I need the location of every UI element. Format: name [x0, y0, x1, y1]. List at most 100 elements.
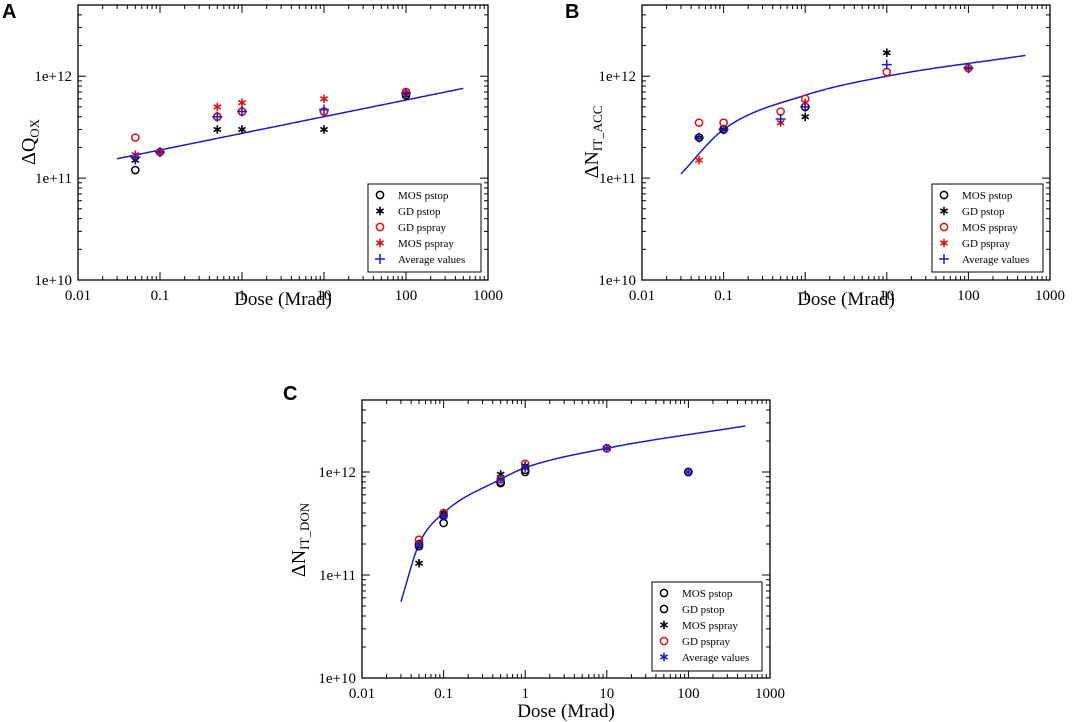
marker-average-values [155, 147, 165, 158]
marker-average-values [130, 152, 141, 163]
marker-average-values [237, 106, 247, 117]
legend-item: GD pstop [375, 206, 441, 218]
legend-marker [659, 652, 669, 662]
y-axis-label-sub: IT_ACC [590, 106, 605, 152]
y-tick-label: 1e+11 [35, 171, 72, 187]
y-axis-label-main: ΔQ [18, 137, 40, 165]
legend-label: MOS pspray [962, 222, 1018, 234]
legend-item: GD pspray [939, 238, 1010, 250]
marker-gd-pstop [801, 112, 810, 121]
legend-label: Average values [682, 652, 749, 664]
y-tick-label: 1e+12 [598, 69, 636, 85]
marker-average-values [212, 111, 223, 122]
legend-item: Average values [659, 652, 749, 664]
legend-label: GD pspray [962, 238, 1010, 250]
marker-mos-pstop [130, 165, 140, 175]
panel-c: C 0.01 0.1 1 10 100 1000 1e+10 1e+11 1e+12 Dose… [283, 383, 785, 722]
x-axis-label: Dose (Mrad) [517, 701, 615, 722]
legend-marker [939, 206, 949, 216]
legend-item: MOS pstop [939, 190, 1013, 202]
marker-average-values [602, 444, 611, 453]
legend-item: MOS pspray [659, 620, 738, 632]
legend-marker [375, 238, 385, 248]
legend-item: GD pspray [659, 636, 730, 648]
x-tick-labels: 0.01 0.1 1 10 100 1000 [65, 288, 503, 304]
y-tick-label: 1e+10 [34, 273, 72, 289]
legend-marker [659, 604, 669, 614]
panel-b: B 0.01 0.1 1 10 100 1000 1e+10 1e+11 1e+12 Dose… [565, 1, 1065, 310]
marker-mos-pspray [237, 98, 247, 107]
marker-average-values [684, 467, 693, 477]
y-tick-label: 1e+11 [599, 171, 636, 187]
marker-gd-pspray [694, 155, 704, 165]
legend-label: GD pstop [962, 206, 1005, 218]
legend-label: GD pspray [398, 222, 446, 234]
marker-average-values [800, 101, 811, 112]
legend-item: Average values [375, 254, 465, 266]
legend-label: Average values [398, 254, 465, 266]
y-tick-label: 1e+12 [34, 69, 72, 85]
marker-average-values [718, 124, 729, 135]
x-tick-label: 1000 [1035, 288, 1065, 304]
legend-marker [939, 254, 949, 264]
legend-item: Average values [939, 254, 1029, 266]
legend: MOS pstop GD pstop MOS pspray GD pspray Aver… [931, 183, 1044, 273]
x-tick-label: 1 [521, 686, 529, 702]
plot-area [641, 4, 1051, 281]
legend-label: MOS pstop [962, 190, 1013, 202]
plot-area [361, 399, 771, 679]
x-tick-label: 0.01 [65, 288, 91, 304]
marker-gd-pstop [882, 48, 891, 57]
data-markers [130, 87, 411, 175]
y-tick-label: 1e+10 [318, 671, 356, 687]
x-tick-label: 100 [677, 686, 700, 702]
legend-marker [939, 222, 949, 232]
legend-box [367, 183, 482, 273]
plot-area [77, 4, 489, 281]
legend-marker [659, 588, 669, 598]
legend: MOS pstop GD pstop GD pspray MOS pspray Aver… [367, 183, 482, 273]
panel-letter: A [2, 1, 16, 23]
x-tick-labels: 0.01 0.1 1 10 100 1000 [629, 288, 1065, 304]
legend-marker [659, 620, 669, 630]
y-axis-label: ΔQOX [18, 118, 42, 165]
marker-average-values [963, 63, 974, 74]
legend: MOS pstop GD pstop MOS pspray GD pspray Aver… [651, 581, 763, 672]
legend-marker [659, 636, 669, 646]
y-axis-label: ΔNIT_ACC [581, 106, 605, 179]
legend-marker [939, 190, 949, 200]
legend-marker [375, 190, 385, 200]
y-tick-labels: 1e+10 1e+11 1e+12 [34, 69, 72, 289]
axis-ticks [361, 399, 771, 679]
legend-label: MOS pstop [682, 588, 733, 600]
y-tick-labels: 1e+10 1e+11 1e+12 [598, 69, 636, 289]
y-axis-label-main: ΔN [581, 151, 603, 178]
x-tick-label: 100 [395, 288, 418, 304]
marker-average-values [401, 88, 411, 99]
fit-curve [400, 425, 746, 602]
legend-item: MOS pspray [375, 238, 454, 250]
marker-gd-pstop [237, 125, 247, 134]
y-tick-label: 1e+10 [598, 273, 636, 289]
x-tick-label: 0.1 [714, 288, 733, 304]
legend-label: MOS pspray [398, 238, 454, 250]
data-markers [414, 443, 693, 568]
marker-gd-pspray [130, 133, 140, 142]
x-tick-label: 1000 [755, 686, 785, 702]
legend-box [931, 183, 1044, 273]
legend-marker [375, 222, 385, 232]
legend-label: MOS pspray [682, 620, 738, 632]
x-axis-label: Dose (Mrad) [797, 289, 895, 310]
legend-marker [375, 206, 385, 216]
marker-average-values [521, 463, 530, 472]
legend-label: MOS pstop [398, 190, 449, 202]
marker-average-values [775, 114, 786, 125]
legend-label: Average values [962, 254, 1029, 266]
data-markers [694, 48, 974, 165]
legend-label: GD pspray [682, 636, 730, 648]
marker-gd-pstop [319, 125, 329, 134]
x-tick-label: 1 [801, 288, 809, 304]
panel-a: A 0.01 0.1 1 10 100 1000 1e+10 1e+11 1e+12 Dose… [2, 1, 503, 310]
marker-average-values [439, 512, 448, 521]
